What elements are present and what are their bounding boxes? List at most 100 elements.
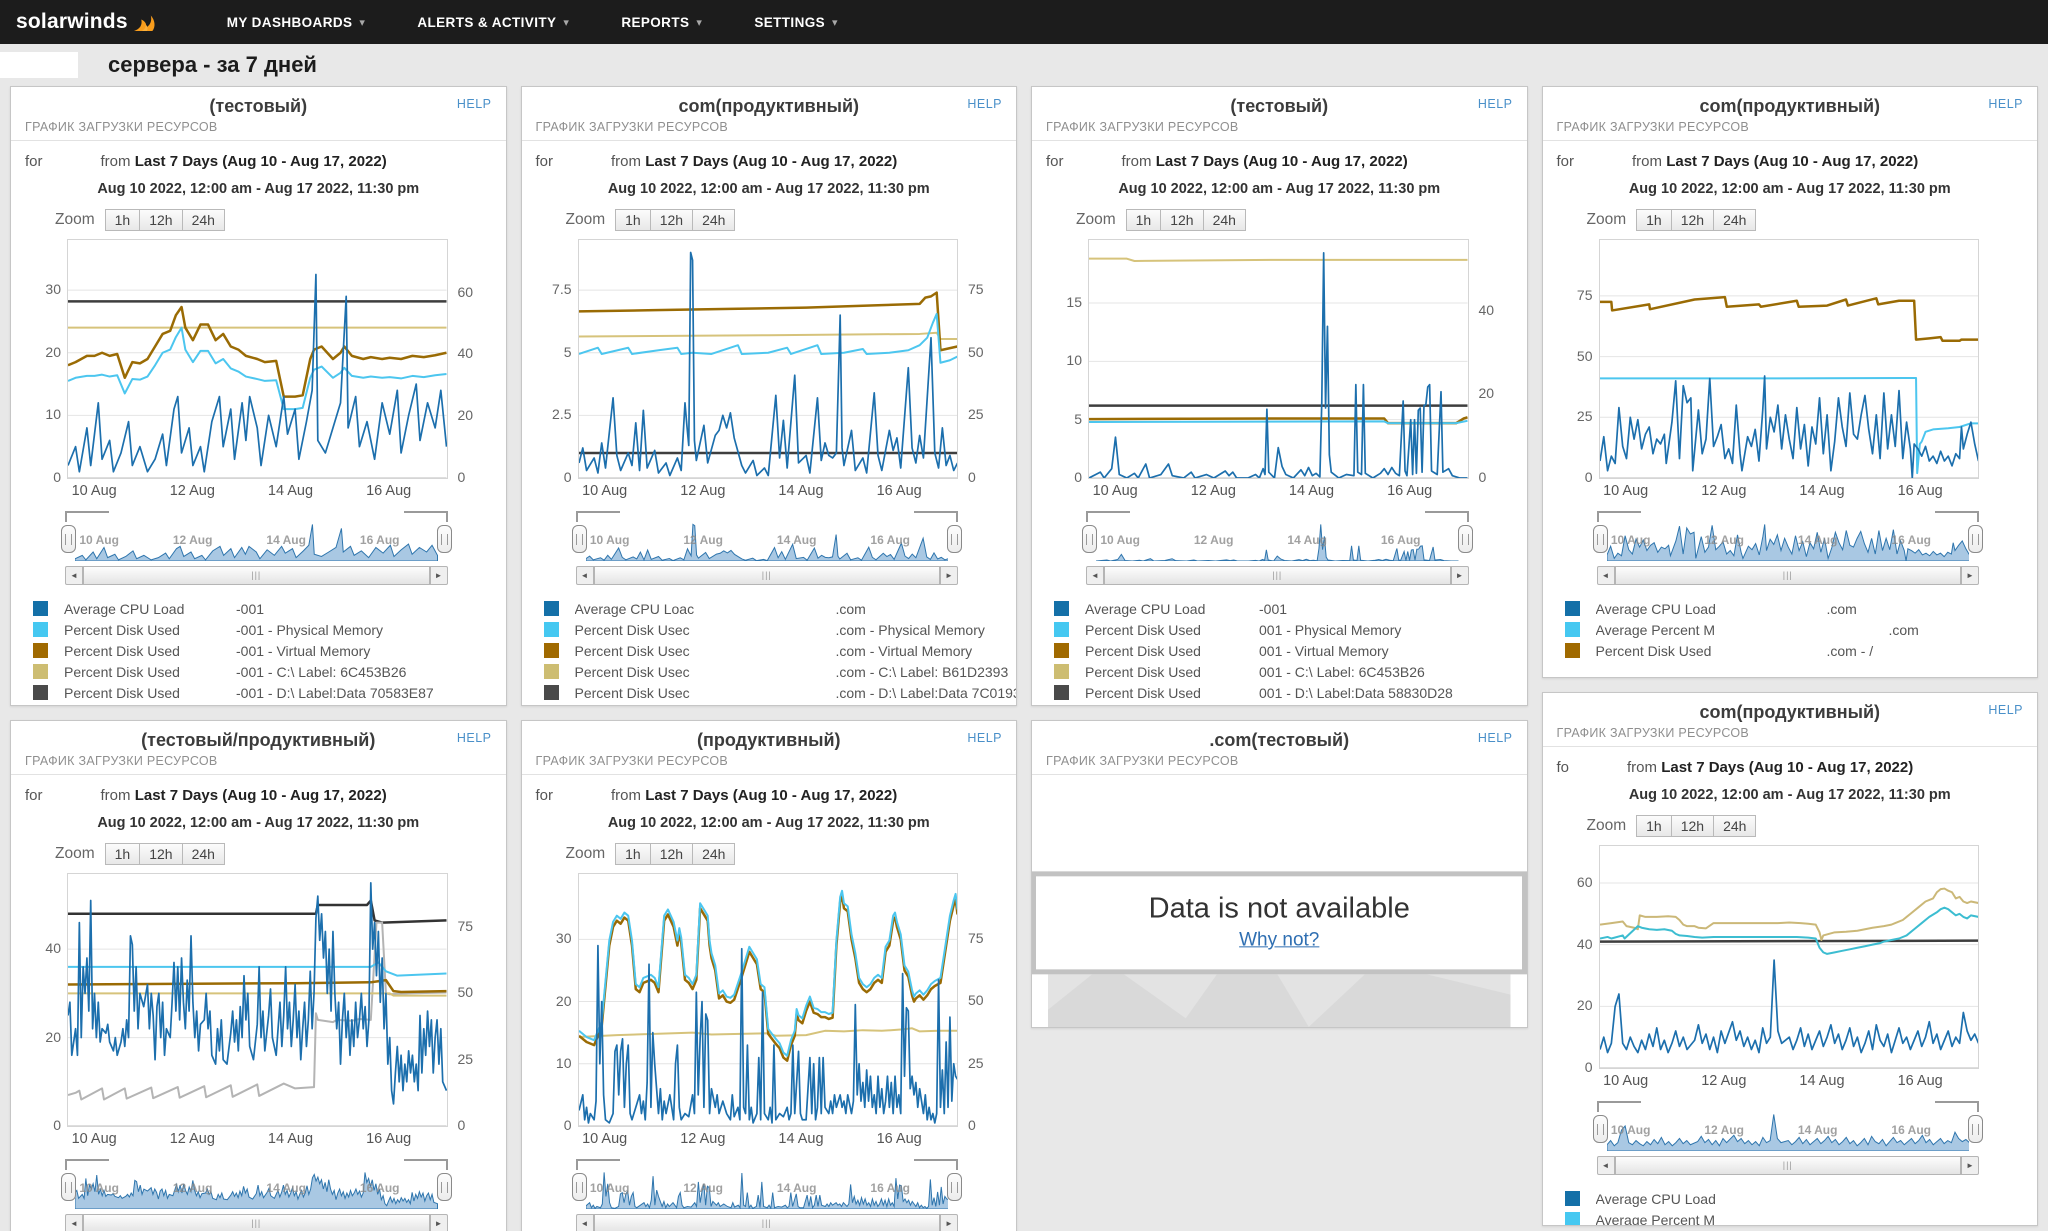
nav-reports[interactable]: REPORTS ▾ bbox=[621, 15, 702, 30]
help-link[interactable]: HELP bbox=[1478, 97, 1513, 111]
scrollbar[interactable]: ◄ ||| ► bbox=[576, 1214, 959, 1231]
y-tick-label: 7.5 bbox=[538, 281, 572, 297]
scrollbar-thumb[interactable]: ||| bbox=[594, 1215, 941, 1231]
scrubber-left-handle[interactable] bbox=[61, 525, 76, 553]
scrollbar-thumb[interactable]: ||| bbox=[1104, 567, 1451, 584]
scrollbar-thumb[interactable]: ||| bbox=[83, 1215, 430, 1231]
zoom-24h-button[interactable]: 24h bbox=[1713, 815, 1756, 837]
time-range-scrubber[interactable]: 10 Aug12 Aug14 Aug16 Aug bbox=[65, 511, 448, 563]
time-range-scrubber[interactable]: 10 Aug12 Aug14 Aug16 Aug bbox=[1086, 511, 1469, 563]
help-link[interactable]: HELP bbox=[967, 731, 1002, 745]
scroll-right-arrow[interactable]: ► bbox=[1961, 1157, 1978, 1174]
zoom-1h-button[interactable]: 1h bbox=[105, 843, 141, 865]
scroll-left-arrow[interactable]: ◄ bbox=[1598, 1157, 1615, 1174]
zoom-12h-button[interactable]: 12h bbox=[1160, 209, 1203, 231]
help-link[interactable]: HELP bbox=[967, 97, 1002, 111]
x-tick-label: 14 Aug bbox=[1799, 483, 1844, 499]
time-range-scrubber[interactable]: 10 Aug12 Aug14 Aug16 Aug bbox=[1597, 1101, 1980, 1153]
help-link[interactable]: HELP bbox=[1478, 731, 1513, 745]
zoom-24h-button[interactable]: 24h bbox=[182, 209, 225, 231]
scroll-left-arrow[interactable]: ◄ bbox=[66, 567, 83, 584]
nav-alerts-activity[interactable]: ALERTS & ACTIVITY ▾ bbox=[417, 15, 569, 30]
zoom-1h-button[interactable]: 1h bbox=[615, 843, 651, 865]
scrubber-right-handle[interactable] bbox=[1458, 525, 1473, 553]
scroll-right-arrow[interactable]: ► bbox=[430, 567, 447, 584]
scrubber-left-handle[interactable] bbox=[1593, 525, 1608, 553]
scrubber-right-handle[interactable] bbox=[1968, 1115, 1983, 1143]
for-label: for bbox=[536, 153, 554, 170]
scroll-left-arrow[interactable]: ◄ bbox=[66, 1215, 83, 1231]
legend-swatch bbox=[1054, 664, 1069, 679]
x-tick-label: 10 Aug bbox=[72, 1131, 117, 1147]
y-tick-label: 0 bbox=[1559, 1059, 1593, 1075]
why-not-link[interactable]: Why not? bbox=[1084, 929, 1474, 951]
scroll-right-arrow[interactable]: ► bbox=[430, 1215, 447, 1231]
resource-load-chart: 0510150204010 Aug12 Aug14 Aug16 Aug bbox=[1048, 239, 1511, 503]
nav-my-dashboards[interactable]: MY DASHBOARDS ▾ bbox=[227, 15, 366, 30]
date-range: Aug 10 2022, 12:00 am - Aug 17 2022, 11:… bbox=[1557, 787, 2024, 803]
scrubber-left-handle[interactable] bbox=[61, 1173, 76, 1201]
nav-settings[interactable]: SETTINGS ▾ bbox=[754, 15, 838, 30]
zoom-1h-button[interactable]: 1h bbox=[105, 209, 141, 231]
scrubber-left-handle[interactable] bbox=[1593, 1115, 1608, 1143]
scrubber-left-handle[interactable] bbox=[572, 525, 587, 553]
zoom-12h-button[interactable]: 12h bbox=[139, 843, 182, 865]
scroll-right-arrow[interactable]: ► bbox=[940, 567, 957, 584]
scrollbar-thumb[interactable]: ||| bbox=[83, 567, 430, 584]
zoom-12h-button[interactable]: 12h bbox=[650, 209, 693, 231]
scroll-right-arrow[interactable]: ► bbox=[1451, 567, 1468, 584]
scrollbar[interactable]: ◄ ||| ► bbox=[1086, 566, 1469, 585]
scroll-left-arrow[interactable]: ◄ bbox=[1087, 567, 1104, 584]
scrollbar-thumb[interactable]: ||| bbox=[594, 567, 941, 584]
zoom-12h-button[interactable]: 12h bbox=[650, 843, 693, 865]
scrubber-left-handle[interactable] bbox=[1082, 525, 1097, 553]
zoom-1h-button[interactable]: 1h bbox=[1636, 815, 1672, 837]
help-link[interactable]: HELP bbox=[1988, 703, 2023, 717]
zoom-1h-button[interactable]: 1h bbox=[1636, 209, 1672, 231]
time-range-scrubber[interactable]: 10 Aug12 Aug14 Aug16 Aug bbox=[65, 1159, 448, 1211]
y-tick-label: 0 bbox=[458, 1117, 466, 1133]
y-tick-label: 60 bbox=[458, 284, 474, 300]
scrollbar[interactable]: ◄ ||| ► bbox=[1597, 566, 1980, 585]
scrubber-right-handle[interactable] bbox=[947, 1173, 962, 1201]
zoom-1h-button[interactable]: 1h bbox=[615, 209, 651, 231]
zoom-12h-button[interactable]: 12h bbox=[1671, 209, 1714, 231]
scroll-right-arrow[interactable]: ► bbox=[940, 1215, 957, 1231]
help-link[interactable]: HELP bbox=[1988, 97, 2023, 111]
time-range-scrubber[interactable]: 10 Aug12 Aug14 Aug16 Aug bbox=[576, 1159, 959, 1211]
zoom-12h-button[interactable]: 12h bbox=[1671, 815, 1714, 837]
help-link[interactable]: HELP bbox=[457, 731, 492, 745]
scrollbar[interactable]: ◄ ||| ► bbox=[65, 566, 448, 585]
scrollbar-thumb[interactable]: ||| bbox=[1615, 567, 1962, 584]
dashboard-grid: HELP (тестовый) ГРАФИК ЗАГРУЗКИ РЕСУРСОВ… bbox=[10, 86, 2038, 1231]
time-range-scrubber[interactable]: 10 Aug12 Aug14 Aug16 Aug bbox=[576, 511, 959, 563]
from-label: from bbox=[1632, 153, 1662, 170]
zoom-24h-button[interactable]: 24h bbox=[1713, 209, 1756, 231]
zoom-24h-button[interactable]: 24h bbox=[182, 843, 225, 865]
zoom-1h-button[interactable]: 1h bbox=[1126, 209, 1162, 231]
zoom-24h-button[interactable]: 24h bbox=[1203, 209, 1246, 231]
scrollbar[interactable]: ◄ ||| ► bbox=[65, 1214, 448, 1231]
help-link[interactable]: HELP bbox=[457, 97, 492, 111]
scrollbar[interactable]: ◄ ||| ► bbox=[1597, 1156, 1980, 1175]
scroll-left-arrow[interactable]: ◄ bbox=[1598, 567, 1615, 584]
legend-label: Average Percent M bbox=[1596, 1212, 1716, 1227]
zoom-12h-button[interactable]: 12h bbox=[139, 209, 182, 231]
solarwinds-logo[interactable]: solarwinds bbox=[16, 10, 157, 34]
scrubber-left-handle[interactable] bbox=[572, 1173, 587, 1201]
scrollbar-thumb[interactable]: ||| bbox=[1615, 1157, 1962, 1174]
time-range-scrubber[interactable]: 10 Aug12 Aug14 Aug16 Aug bbox=[1597, 511, 1980, 563]
scrubber-right-handle[interactable] bbox=[1968, 525, 1983, 553]
scroll-right-arrow[interactable]: ► bbox=[1961, 567, 1978, 584]
scrubber-right-handle[interactable] bbox=[437, 1173, 452, 1201]
scrollbar[interactable]: ◄ ||| ► bbox=[576, 566, 959, 585]
y-tick-label: 0 bbox=[968, 469, 976, 485]
scrubber-right-handle[interactable] bbox=[947, 525, 962, 553]
scroll-left-arrow[interactable]: ◄ bbox=[577, 567, 594, 584]
zoom-24h-button[interactable]: 24h bbox=[692, 209, 735, 231]
zoom-24h-button[interactable]: 24h bbox=[692, 843, 735, 865]
y-tick-label: 50 bbox=[968, 992, 984, 1008]
scroll-left-arrow[interactable]: ◄ bbox=[577, 1215, 594, 1231]
scrubber-minichart: 10 Aug12 Aug14 Aug16 Aug bbox=[75, 521, 438, 561]
scrubber-right-handle[interactable] bbox=[437, 525, 452, 553]
